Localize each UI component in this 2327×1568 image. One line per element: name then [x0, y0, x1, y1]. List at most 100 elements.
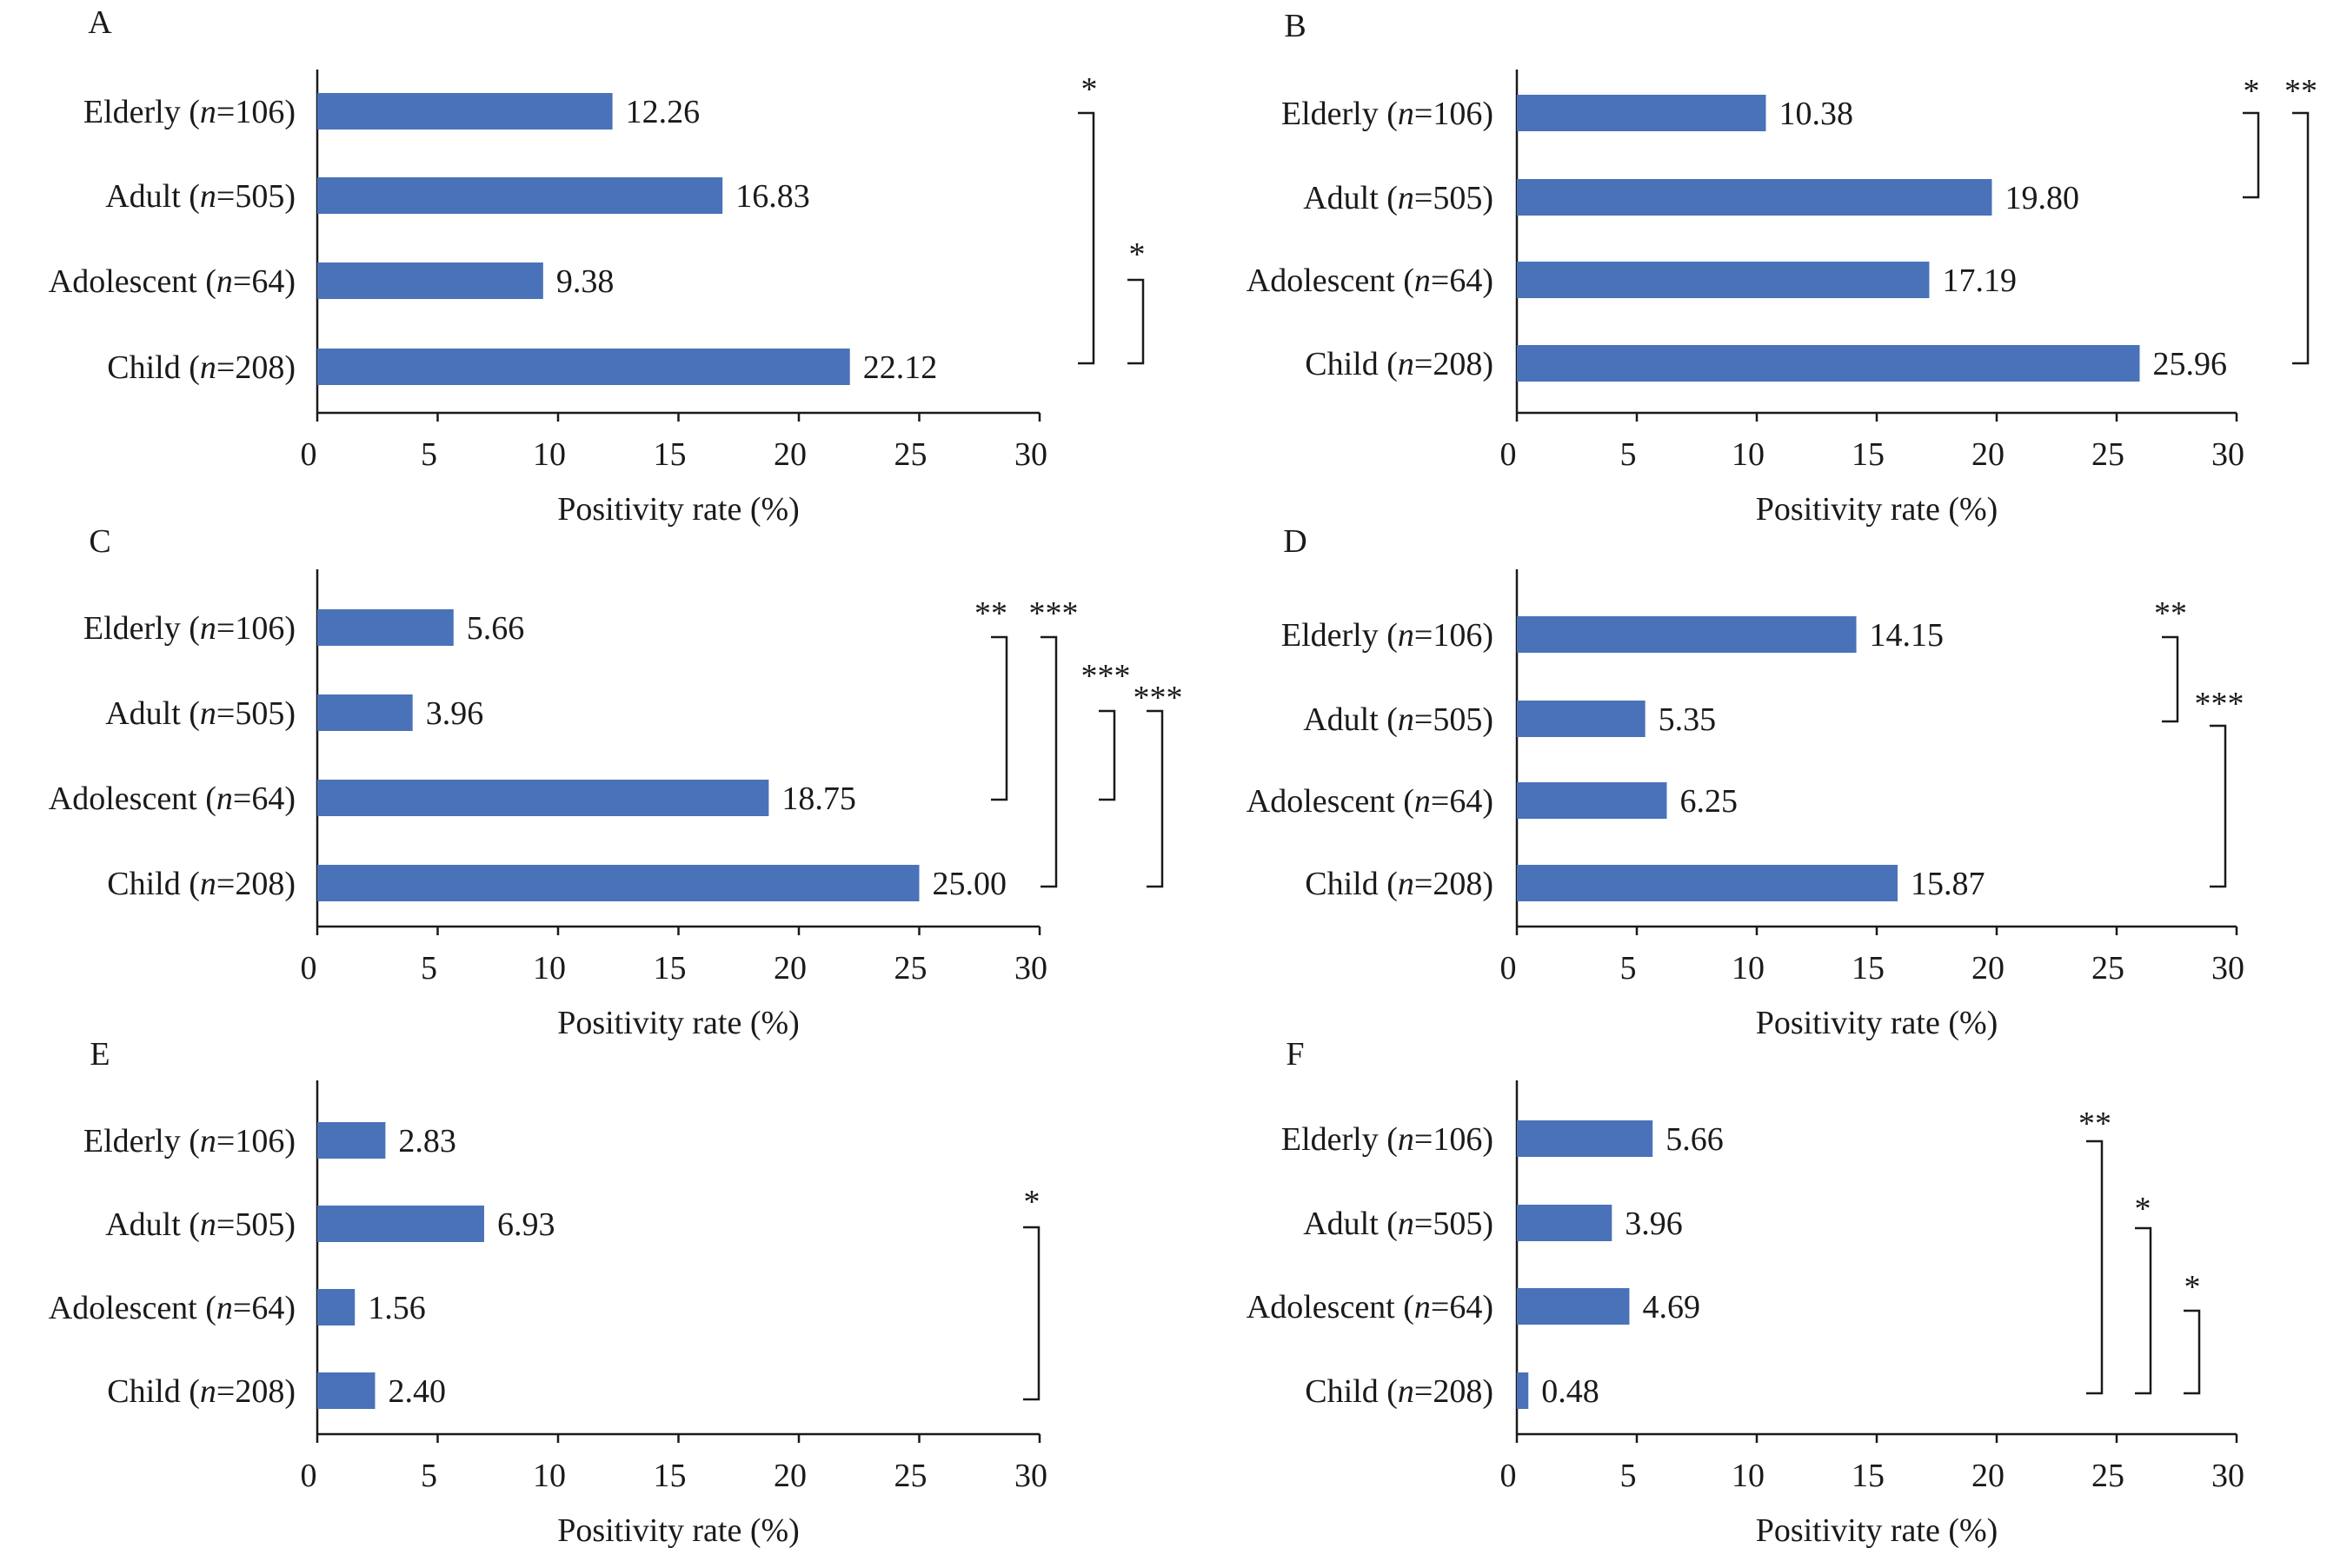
panel-a-significance-bracket	[1127, 278, 1145, 365]
panel-c: C 0 5 10 15 20 25 30 Positivity rate (%) Elderly …	[49, 523, 1183, 1041]
panel-a-bar-adult	[317, 177, 723, 214]
panel-a-significance-stars: *	[1129, 236, 1146, 273]
panel-f-x-tick-label: 30	[2211, 1458, 2244, 1494]
panel-c-value-label: 18.75	[781, 781, 856, 817]
panel-f-bar-adolescent	[1517, 1288, 1630, 1325]
panel-f-bar-elderly	[1517, 1120, 1653, 1157]
panel-c-value-label: 5.66	[467, 610, 525, 647]
panel-e-x-tick-label: 10	[533, 1458, 566, 1494]
panel-f-x-tick-label: 0	[1500, 1458, 1517, 1494]
panel-c-significance-bracket	[991, 635, 1008, 801]
panel-e-bar-child	[317, 1372, 376, 1409]
panel-a-x-tick-label: 10	[533, 436, 566, 473]
panel-a-value-label: 9.38	[556, 263, 615, 300]
panel-b-bar-elderly	[1517, 95, 1766, 131]
panel-c-bar-child	[317, 865, 920, 901]
panel-d-bar-child	[1517, 865, 1898, 901]
panel-c-value-label: 3.96	[426, 695, 484, 732]
panel-e-significance-stars: *	[1024, 1184, 1041, 1220]
panel-f-significance-bracket	[2086, 1139, 2104, 1395]
panel-f-x-tick-label: 5	[1620, 1458, 1637, 1494]
panel-a-value-label: 16.83	[735, 178, 810, 215]
panel-a-x-tick-label: 15	[654, 436, 687, 473]
panel-f-x-axis-title: Positivity rate (%)	[1756, 1512, 1998, 1549]
panel-f-x-tick-label: 20	[1971, 1458, 2005, 1494]
panel-e-category-label: Child (n=208)	[107, 1373, 296, 1410]
panel-a-category-label: Adolescent (n=64)	[49, 263, 296, 300]
panel-e-x-tick-label: 25	[894, 1458, 927, 1494]
panel-e-category-label: Elderly (n=106)	[83, 1123, 296, 1159]
panel-e-value-label: 1.56	[368, 1290, 426, 1326]
panel-f-value-label: 3.96	[1625, 1206, 1683, 1242]
panel-c-value-label: 25.00	[933, 866, 1007, 902]
panel-b-x-tick-label: 20	[1971, 436, 2005, 473]
panel-b-value-label: 25.96	[2152, 346, 2227, 382]
panel-e-value-label: 2.83	[398, 1123, 456, 1159]
panel-f: F 0 5 10 15 20 25 30 Positivity rate (%) Elderly …	[1247, 1036, 2244, 1549]
panel-b-x-tick-label: 25	[2091, 436, 2124, 473]
panel-c-significance-stars: ***	[1081, 658, 1131, 694]
panel-e-bar-elderly	[317, 1122, 386, 1159]
panel-b-bar-adolescent	[1517, 262, 1930, 298]
panel-d-category-label: Elderly (n=106)	[1281, 617, 1493, 654]
panel-f-category-label: Elderly (n=106)	[1281, 1121, 1493, 1158]
panel-e-bar-adult	[317, 1206, 484, 1242]
panel-e-x-tick-label: 30	[1014, 1458, 1047, 1494]
panel-f-x-tick-label: 25	[2091, 1458, 2124, 1494]
panel-a-letter: A	[88, 4, 112, 41]
panel-b-significance-bracket	[2243, 111, 2260, 199]
panel-b-category-label: Adult (n=505)	[1303, 180, 1493, 216]
panel-d-significance-bracket	[2210, 724, 2227, 888]
panel-e-x-tick-label: 5	[421, 1458, 437, 1494]
panel-b-x-tick-label: 30	[2211, 436, 2244, 473]
panel-f-value-label: 4.69	[1642, 1289, 1700, 1325]
panel-e-value-label: 2.40	[388, 1373, 445, 1410]
panel-a-significance-stars: *	[1081, 71, 1098, 108]
panel-b: B 0 5 10 15 20 25 30 Positivity rate (%) Elderly …	[1247, 8, 2317, 528]
panel-e-value-label: 6.93	[497, 1206, 555, 1243]
panel-a-x-tick-label: 0	[301, 436, 317, 473]
panel-b-x-tick-label: 5	[1620, 436, 1637, 473]
panel-c-significance-bracket	[1041, 635, 1058, 888]
panel-c-x-tick-label: 20	[774, 950, 807, 987]
panel-f-bar-adult	[1517, 1205, 1612, 1241]
panel-a-value-label: 12.26	[626, 94, 701, 130]
panel-b-x-tick-label: 15	[1852, 436, 1885, 473]
panel-c-x-tick-label: 0	[301, 950, 317, 987]
panel-f-significance-stars: *	[2184, 1269, 2201, 1306]
panel-f-significance-stars: *	[2135, 1191, 2151, 1227]
panel-a-x-tick-label: 25	[894, 436, 927, 473]
panel-c-x-tick-label: 15	[654, 950, 687, 987]
panel-c-x-axis-title: Positivity rate (%)	[557, 1005, 800, 1041]
panel-b-category-label: Elderly (n=106)	[1281, 96, 1493, 132]
panel-a-category-label: Elderly (n=106)	[83, 94, 296, 130]
panel-b-bar-child	[1517, 345, 2140, 382]
panel-e-letter: E	[90, 1036, 110, 1073]
panel-c-bar-adult	[317, 694, 413, 731]
panel-f-significance-stars: **	[2078, 1106, 2111, 1142]
panel-d-bar-adult	[1517, 701, 1646, 737]
panel-a-x-tick-label: 5	[421, 436, 437, 473]
panel-b-significance-stars: *	[2244, 73, 2260, 110]
panel-f-value-label: 5.66	[1665, 1121, 1724, 1158]
panel-d-category-label: Adult (n=505)	[1303, 701, 1493, 738]
panel-d-bar-adolescent	[1517, 782, 1667, 819]
panel-d-x-tick-label: 25	[2091, 950, 2124, 987]
panel-a-category-label: Child (n=208)	[107, 349, 296, 386]
panel-a-value-label: 22.12	[863, 349, 938, 386]
panel-e-category-label: Adult (n=505)	[105, 1206, 296, 1243]
panel-e-x-tick-label: 20	[774, 1458, 807, 1494]
panel-d-x-tick-label: 15	[1852, 950, 1885, 987]
panel-b-x-tick-label: 10	[1732, 436, 1765, 473]
panel-b-significance-stars: **	[2284, 73, 2317, 110]
panel-d-significance-stars: ***	[2195, 686, 2244, 722]
panel-a-category-label: Adult (n=505)	[105, 178, 296, 215]
panel-d-value-label: 5.35	[1659, 701, 1717, 738]
panel-d: D 0 5 10 15 20 25 30 Positivity rate (%) Elderly …	[1247, 523, 2244, 1041]
panel-c-category-label: Adolescent (n=64)	[49, 781, 296, 817]
panel-c-x-tick-label: 30	[1014, 950, 1047, 987]
panel-b-x-tick-label: 0	[1500, 436, 1517, 473]
panel-d-x-tick-label: 30	[2211, 950, 2244, 987]
panel-b-significance-bracket	[2292, 111, 2310, 365]
